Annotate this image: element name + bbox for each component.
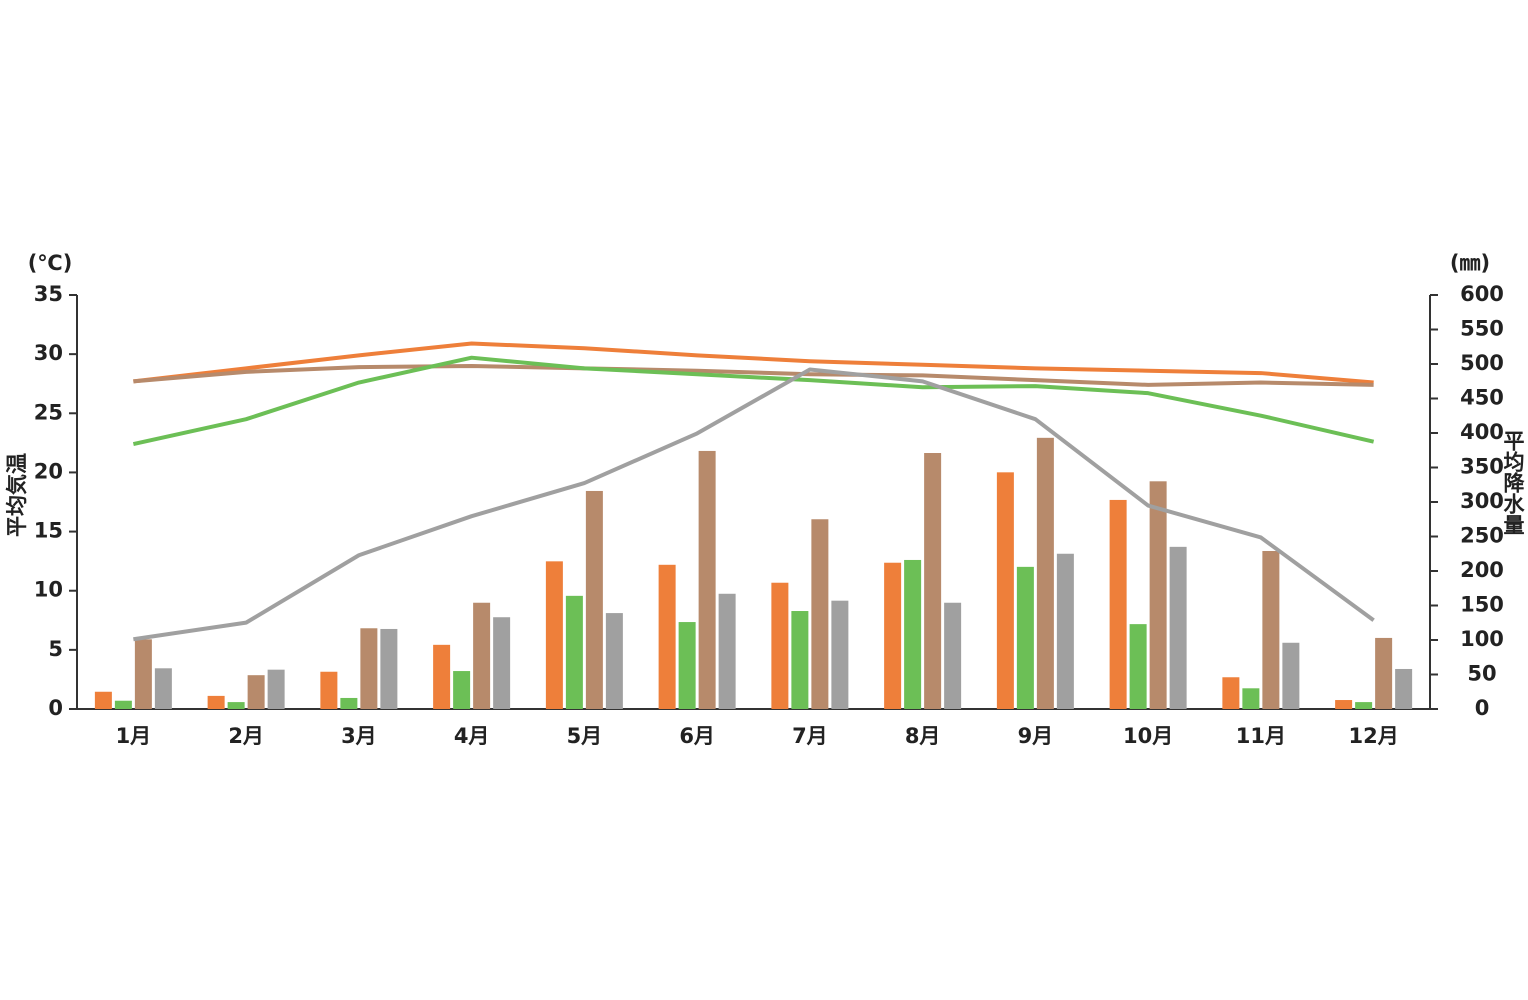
line [133,363,1374,387]
y2-tick-label: 400 [1460,420,1504,444]
bar [473,602,491,709]
y-tick-label: 15 [34,519,63,543]
x-tick-label: 11月 [1236,724,1286,748]
bar [227,702,245,709]
bar [771,582,789,709]
bar [658,564,676,709]
bar [1262,550,1280,709]
y-tick-label: 0 [48,696,63,720]
bar [924,453,942,709]
bar [1036,437,1054,709]
bar [678,622,696,709]
bar [1109,499,1127,709]
bar [904,559,922,709]
bar [1395,668,1413,709]
bar [360,628,378,709]
x-tick-label: 12月 [1349,724,1399,748]
bar [94,691,112,709]
bar [247,675,265,709]
bar [453,671,471,709]
y-tick-label: 10 [34,578,63,602]
bar [1056,553,1074,709]
bar [831,600,849,709]
y2-tick-label: 550 [1460,317,1504,341]
bar [944,602,962,709]
line [132,355,1375,446]
bar [1242,688,1260,709]
x-tick-label: 1月 [116,724,152,748]
bar [698,450,716,709]
y-axis-title: 平均気温 [5,453,29,537]
bar [585,490,603,709]
bar [340,697,358,709]
y-unit: (℃) [28,251,73,275]
y2-tick-label: 0 [1475,696,1490,720]
y-tick-label: 35 [34,282,63,306]
x-tick-label: 4月 [454,724,490,748]
bar [1335,700,1353,709]
bar [1355,702,1373,709]
bar [1169,546,1187,709]
y2-tick-label: 200 [1460,558,1504,582]
bar [1222,677,1240,709]
bar [718,593,736,709]
bar [996,472,1014,709]
line [133,341,1374,385]
y-tick-label: 25 [34,400,63,424]
y-tick-label: 5 [48,637,63,661]
bar [1149,481,1167,709]
bar [545,561,563,709]
bar [134,639,152,709]
y2-axis-title: 平均降水量 [1501,430,1525,535]
y2-tick-label: 100 [1460,627,1504,651]
bar [320,671,338,709]
x-tick-label: 2月 [228,724,264,748]
bar [1016,566,1034,709]
y2-tick-label: 250 [1460,524,1504,548]
x-tick-label: 7月 [792,724,828,748]
x-tick-label: 9月 [1018,724,1054,748]
y2-tick-label: 500 [1460,351,1504,375]
bar [791,611,809,709]
y-tick-label: 30 [34,341,63,365]
x-tick-label: 6月 [679,724,715,748]
x-tick-label: 5月 [567,724,603,748]
bar [267,669,285,709]
y2-tick-label: 50 [1467,662,1496,686]
y2-tick-label: 350 [1460,455,1504,479]
bar [493,617,511,709]
bar [811,519,829,709]
line [133,367,1375,642]
bar [565,595,583,709]
x-tick-label: 8月 [905,724,941,748]
y2-tick-label: 450 [1460,386,1504,410]
bar [1375,637,1393,709]
bar [433,644,451,709]
y2-tick-label: 150 [1460,593,1504,617]
y2-tick-label: 600 [1460,282,1504,306]
bar [380,628,398,709]
y2-unit: (㎜) [1450,251,1490,275]
bar [207,695,225,709]
bar [1282,642,1300,709]
bar [1129,624,1147,709]
bar [605,613,623,709]
bar [154,668,172,709]
x-tick-label: 10月 [1123,724,1173,748]
y2-tick-label: 300 [1460,489,1504,513]
x-tick-label: 3月 [341,724,377,748]
bar [884,562,902,709]
y-tick-label: 20 [34,459,63,483]
bar [114,700,132,709]
